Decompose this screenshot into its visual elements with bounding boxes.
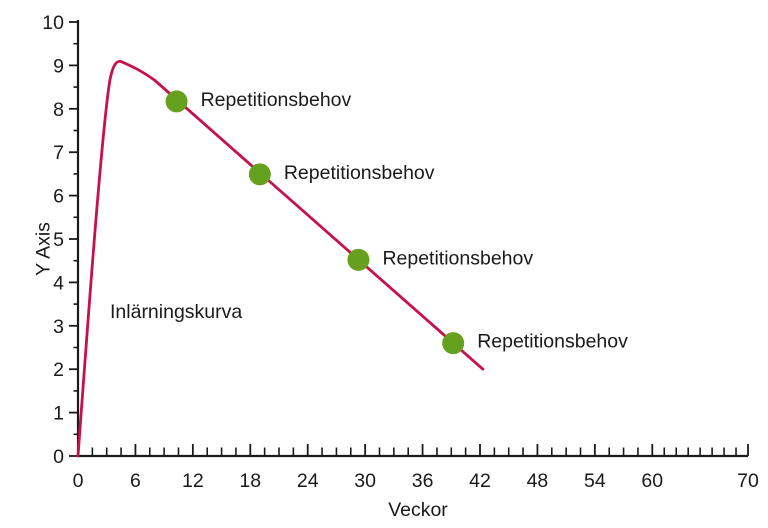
y-tick-label: 1	[53, 403, 64, 425]
repetition-point-label: Repetitionsbehov	[382, 247, 533, 269]
curve-annotation-label: Inlärningskurva	[110, 301, 243, 323]
x-tick-label: 6	[130, 470, 141, 492]
y-tick-label: 3	[53, 316, 64, 338]
repetition-point-dot	[165, 90, 188, 113]
y-tick-label: 9	[53, 55, 64, 77]
x-tick-label: 0	[73, 470, 84, 492]
repetition-point-dot	[442, 332, 465, 355]
y-tick-label: 0	[53, 446, 64, 468]
repetition-point-dot	[248, 163, 271, 186]
repetition-point-label: Repetitionsbehov	[284, 162, 435, 184]
repetition-point-dot	[347, 248, 370, 271]
y-tick-label: 7	[53, 142, 64, 164]
x-tick-label: 18	[239, 470, 261, 492]
x-tick-label: 60	[641, 470, 663, 492]
repetition-point-label: Repetitionsbehov	[201, 89, 352, 111]
x-tick-label: 70	[737, 470, 759, 492]
repetition-point-label: Repetitionsbehov	[477, 331, 628, 353]
x-tick-label: 54	[584, 470, 606, 492]
x-tick-label: 24	[297, 470, 319, 492]
x-tick-label: 30	[354, 470, 376, 492]
y-tick-label: 2	[53, 359, 64, 381]
y-tick-label: 6	[53, 186, 64, 208]
y-tick-label: 5	[53, 229, 64, 251]
x-tick-label: 36	[412, 470, 434, 492]
learning-curve-line	[76, 60, 485, 458]
x-tick-label: 42	[469, 470, 491, 492]
y-tick-label: 10	[42, 12, 64, 34]
x-tick-label: 12	[182, 470, 204, 492]
x-axis-title: Veckor	[388, 499, 448, 521]
y-tick-label: 4	[53, 272, 64, 294]
x-tick-label: 48	[527, 470, 549, 492]
y-tick-label: 8	[53, 99, 64, 121]
y-axis-title: Y Axis	[32, 222, 55, 276]
